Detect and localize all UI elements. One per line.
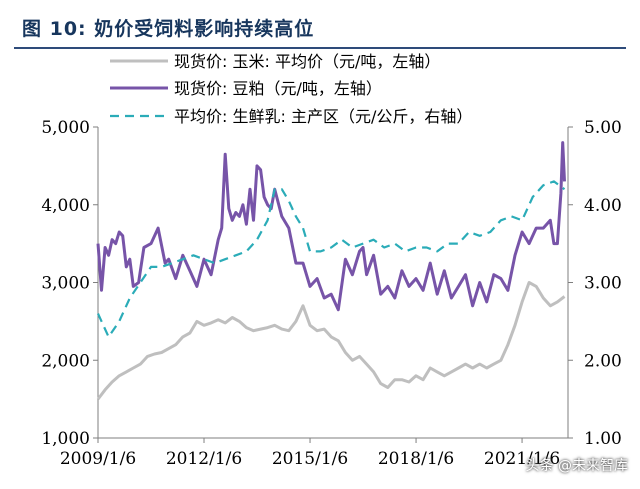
right-y-tick-label: 5.00 xyxy=(584,118,622,138)
x-tick-label: 2015/1/6 xyxy=(272,449,348,469)
x-tick-label: 2009/1/6 xyxy=(60,449,136,469)
left-y-tick-label: 2,000 xyxy=(41,351,90,371)
series-line-corn xyxy=(96,281,566,401)
title-bar: 图 10: 奶价受饲料影响持续高位 xyxy=(0,0,640,50)
legend-item-soymeal-label: 现货价: 豆粕（元/吨，左轴） xyxy=(174,79,382,98)
watermark: 头条 @未来智库 xyxy=(525,458,628,474)
right-y-tick-label: 2.00 xyxy=(584,351,622,371)
legend-item-corn-label: 现货价: 玉米: 平均价（元/吨，左轴） xyxy=(174,52,440,71)
series-line-soymeal xyxy=(96,141,566,312)
x-tick-label: 2018/1/6 xyxy=(378,449,454,469)
left-y-tick-label: 4,000 xyxy=(41,196,90,216)
right-y-tick-label: 3.00 xyxy=(584,274,622,294)
left-y-tick-label: 5,000 xyxy=(41,118,90,138)
x-tick-label: 2012/1/6 xyxy=(166,449,242,469)
right-y-tick-label: 4.00 xyxy=(584,196,622,216)
page-title: 图 10: 奶价受饲料影响持续高位 xyxy=(22,18,315,40)
x-tick-label: 2021/1/6 xyxy=(484,449,560,469)
left-y-tick-label: 3,000 xyxy=(41,274,90,294)
left-y-tick-label: 1,000 xyxy=(41,429,90,449)
legend-item-milk-label: 平均价: 生鲜乳: 主产区（元/公斤，右轴） xyxy=(174,107,472,126)
series-line-milk xyxy=(96,180,566,338)
right-y-tick-label: 1.00 xyxy=(584,429,622,449)
title-rule xyxy=(14,47,626,49)
